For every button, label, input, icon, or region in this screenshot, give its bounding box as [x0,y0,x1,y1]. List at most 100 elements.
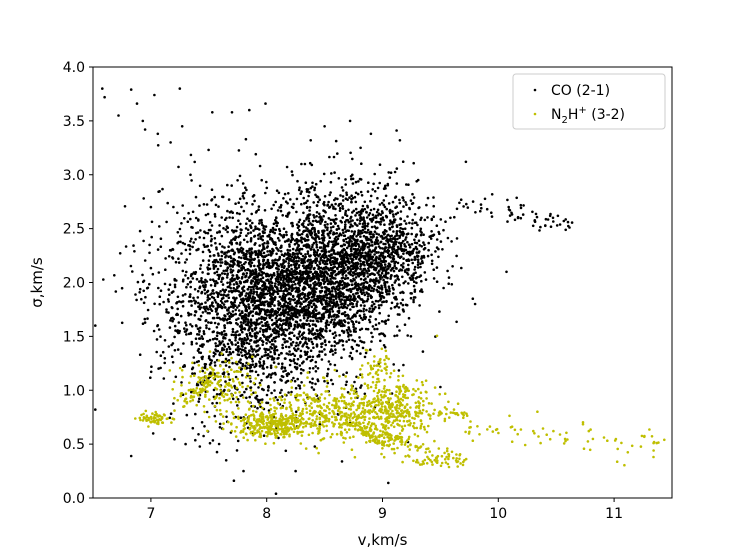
co-data-point [435,280,439,284]
co-data-point [311,381,314,385]
co-data-point [223,246,226,249]
co-data-point [230,229,234,232]
co-data-point [338,339,342,342]
co-data-point [418,206,421,209]
co-data-point [129,264,133,268]
co-data-point [369,289,373,293]
co-data-point [287,211,291,214]
co-data-point [260,303,263,307]
co-data-point [235,229,238,233]
co-data-point [398,313,401,316]
co-data-point [393,262,397,265]
co-data-point [168,326,172,329]
co-data-point [256,227,259,230]
co-data-point [200,335,204,338]
co-data-point [249,386,253,389]
co-data-point [346,304,350,307]
co-data-point [324,226,328,229]
co-data-point [363,313,366,316]
co-data-point [442,286,445,290]
co-data-point [124,245,128,248]
co-data-point [413,221,417,225]
co-data-point [289,198,292,201]
co-data-point [313,280,317,284]
co-data-point [248,332,252,335]
co-data-point [220,234,224,238]
co-data-point [178,300,181,303]
co-data-point [388,176,392,179]
co-data-point [216,231,219,234]
co-data-point [279,270,283,274]
co-data-point [206,311,210,315]
co-data-point [303,350,307,354]
co-data-point [327,316,331,319]
co-data-point [391,250,395,254]
co-data-point [203,425,206,428]
co-data-point [358,336,361,339]
co-data-point [416,178,420,182]
co-data-point [305,311,309,314]
co-data-point [356,300,359,304]
co-data-point [380,291,383,294]
co-data-point [299,354,302,358]
co-data-point [316,355,320,358]
co-data-point [265,186,269,190]
co-data-point [254,225,257,228]
co-data-point [359,216,362,220]
co-data-point [394,212,398,216]
co-data-point [260,379,263,382]
co-data-point [271,339,274,343]
co-data-point [305,342,309,346]
co-data-point [325,374,329,378]
co-data-point [228,263,231,267]
co-data-point [367,267,370,270]
co-data-point [272,242,276,246]
co-data-point [256,255,260,259]
co-data-point [407,183,410,186]
co-data-point [373,284,376,288]
co-data-point [266,353,270,356]
co-data-point [174,375,178,379]
co-data-point [211,289,214,293]
co-data-point [219,293,223,297]
co-data-point [290,267,293,271]
co-data-point [273,321,276,325]
co-data-point [377,233,381,236]
co-data-point [382,203,386,207]
co-data-point [245,333,248,336]
co-data-point [279,391,282,395]
co-data-point [277,265,281,268]
co-data-point [196,327,200,331]
co-data-point [301,270,304,274]
co-data-point [185,258,188,261]
co-data-point [364,351,368,355]
co-data-point [312,251,316,254]
co-data-point [334,290,337,293]
co-data-point [269,237,272,241]
co-data-point [240,337,244,341]
co-data-point [236,260,239,263]
co-data-point [263,281,266,285]
co-data-point [259,357,262,361]
co-data-point [202,305,206,309]
co-data-point [373,230,377,233]
co-data-point [315,234,318,237]
co-data-point [327,323,331,327]
co-data-point [274,282,277,285]
co-data-point [311,272,315,276]
co-data-point [341,324,344,328]
co-data-point [234,331,237,334]
co-data-point [336,152,339,155]
co-data-point [357,294,361,298]
co-data-point [233,298,237,302]
co-data-point [226,209,229,213]
co-data-point [180,222,183,225]
co-data-point [288,286,292,289]
co-data-point [334,207,337,211]
co-data-point [253,271,257,275]
co-data-point [380,234,383,238]
co-data-point [201,369,205,373]
co-data-point [179,240,182,244]
co-data-point [375,242,379,245]
co-data-point [241,297,245,301]
